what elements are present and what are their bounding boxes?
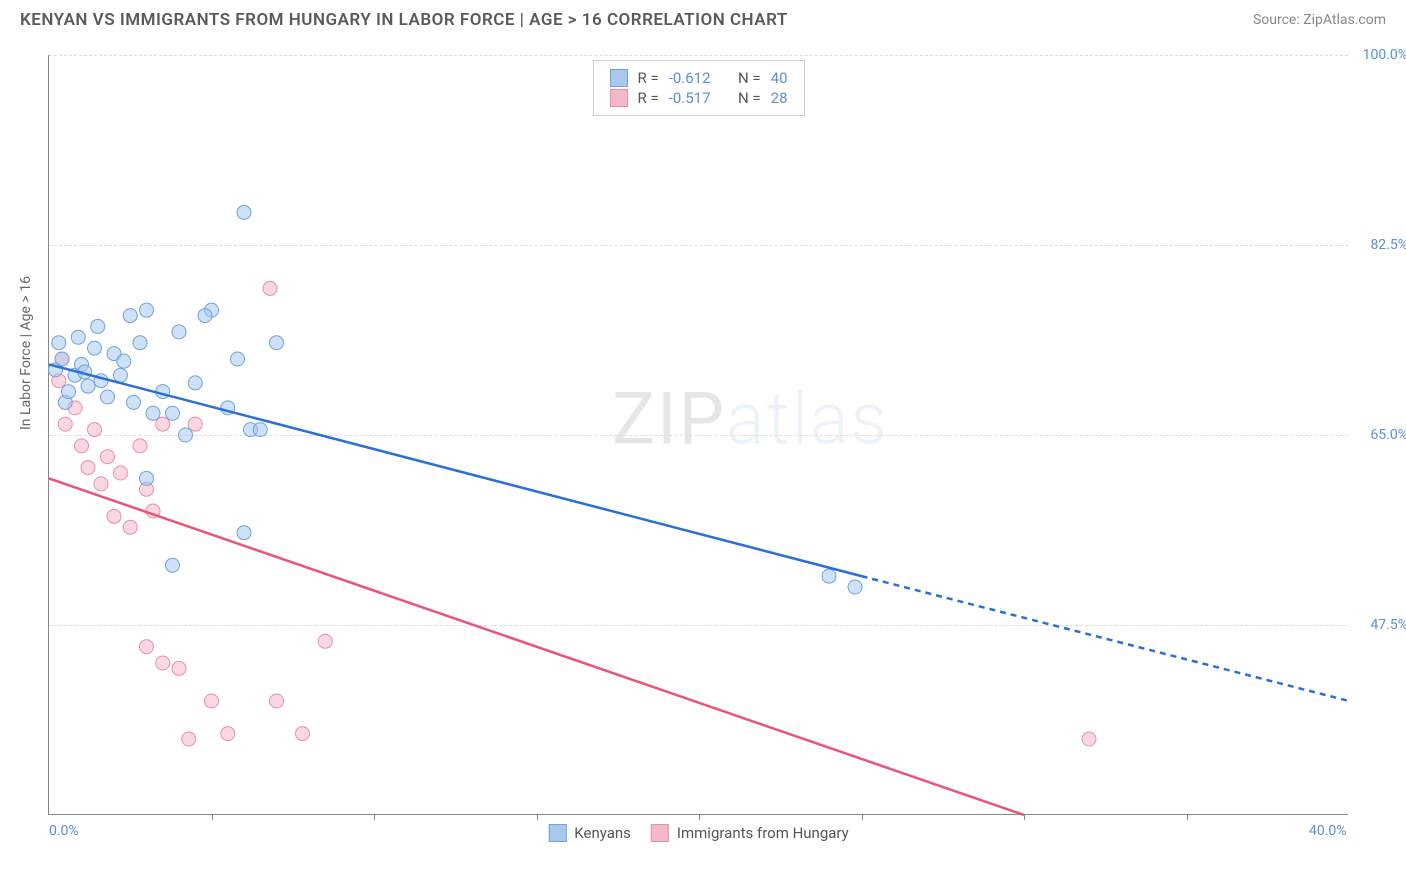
regression-line [49, 478, 1024, 815]
data-point [88, 423, 102, 437]
data-point [55, 352, 69, 366]
data-point [172, 661, 186, 675]
data-point [318, 634, 332, 648]
data-point [172, 325, 186, 339]
data-point [156, 417, 170, 431]
bottom-legend: Kenyans Immigrants from Hungary [548, 824, 848, 842]
legend-item-series2: Immigrants from Hungary [651, 824, 849, 842]
data-point [237, 526, 251, 540]
legend-item-series1: Kenyans [548, 824, 631, 842]
data-point [848, 580, 862, 594]
data-point [127, 395, 141, 409]
data-point [114, 466, 128, 480]
legend-swatch-series2 [651, 824, 669, 842]
data-point [182, 732, 196, 746]
swatch-series1 [609, 69, 627, 87]
y-tick-label: 82.5% [1353, 237, 1406, 253]
data-point [81, 379, 95, 393]
x-tick-label: 40.0% [1309, 823, 1347, 839]
data-point [188, 376, 202, 390]
data-point [179, 428, 193, 442]
data-point [81, 461, 95, 475]
legend-swatch-series1 [548, 824, 566, 842]
data-point [91, 319, 105, 333]
data-point [156, 656, 170, 670]
x-tick-label: 0.0% [49, 823, 79, 839]
data-point [94, 477, 108, 491]
correlation-stats-box: R = -0.612 N = 40 R = -0.517 N = 28 [592, 60, 804, 116]
data-point [166, 406, 180, 420]
data-point [140, 471, 154, 485]
regression-line [862, 576, 1350, 701]
data-point [133, 336, 147, 350]
chart-plot-area: ZIPatlas R = -0.612 N = 40 R = -0.517 N … [48, 55, 1348, 815]
data-point [237, 205, 251, 219]
data-point [101, 450, 115, 464]
data-point [62, 385, 76, 399]
scatter-plot-svg [49, 55, 1348, 814]
chart-header: KENYAN VS IMMIGRANTS FROM HUNGARY IN LAB… [0, 0, 1406, 45]
data-point [52, 336, 66, 350]
data-point [140, 640, 154, 654]
data-point [114, 368, 128, 382]
data-point [117, 354, 131, 368]
data-point [231, 352, 245, 366]
y-tick-label: 47.5% [1353, 617, 1406, 633]
stats-row-series1: R = -0.612 N = 40 [609, 69, 787, 87]
stats-row-series2: R = -0.517 N = 28 [609, 89, 787, 107]
data-point [822, 569, 836, 583]
data-point [221, 727, 235, 741]
y-tick-label: 65.0% [1353, 427, 1406, 443]
data-point [146, 406, 160, 420]
data-point [270, 694, 284, 708]
data-point [107, 509, 121, 523]
data-point [263, 281, 277, 295]
regression-line [49, 364, 862, 576]
data-point [270, 336, 284, 350]
data-point [140, 303, 154, 317]
data-point [296, 727, 310, 741]
source-link[interactable]: ZipAtlas.com [1303, 12, 1386, 28]
data-point [58, 417, 72, 431]
data-point [188, 417, 202, 431]
y-tick-label: 100.0% [1353, 47, 1406, 63]
data-point [75, 439, 89, 453]
data-point [253, 423, 267, 437]
chart-title: KENYAN VS IMMIGRANTS FROM HUNGARY IN LAB… [20, 10, 788, 30]
data-point [123, 520, 137, 534]
data-point [123, 309, 137, 323]
data-point [133, 439, 147, 453]
swatch-series2 [609, 89, 627, 107]
data-point [166, 558, 180, 572]
source-attribution: Source: ZipAtlas.com [1253, 12, 1386, 28]
y-axis-label: In Labor Force | Age > 16 [18, 276, 34, 430]
data-point [1082, 732, 1096, 746]
data-point [71, 330, 85, 344]
data-point [101, 390, 115, 404]
data-point [205, 694, 219, 708]
data-point [198, 309, 212, 323]
data-point [88, 341, 102, 355]
